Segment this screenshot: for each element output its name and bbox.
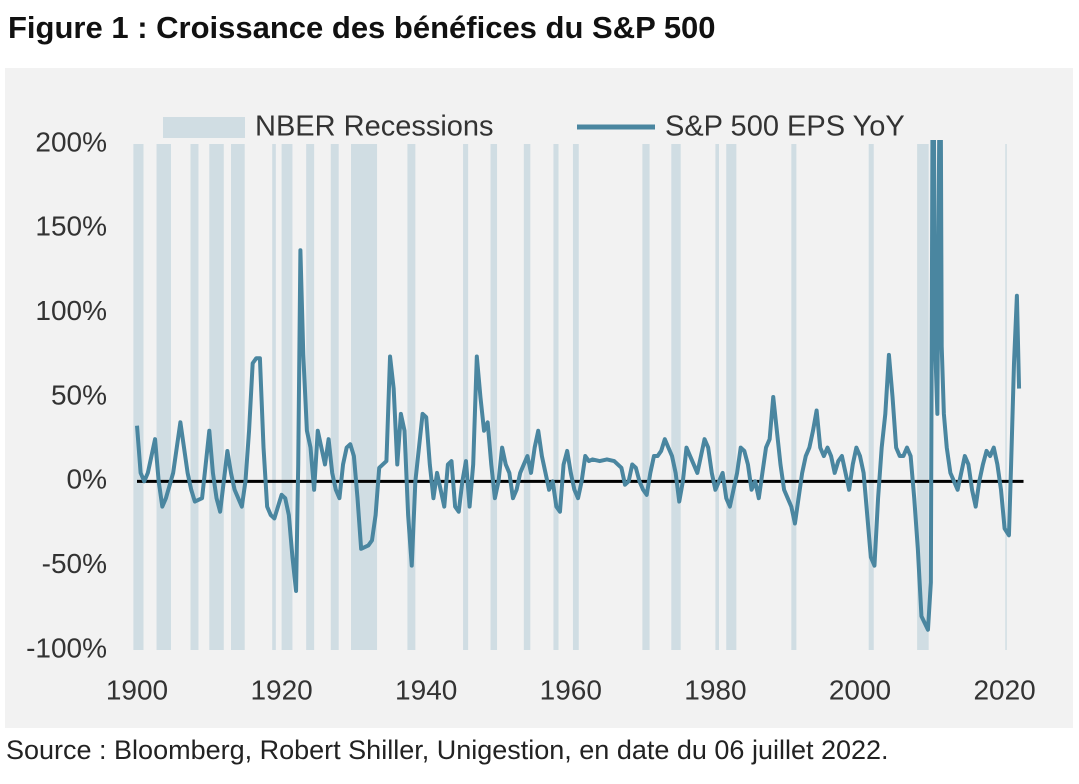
recession-band [642,144,650,650]
y-tick-label: 200% [35,126,107,157]
y-tick-label: 150% [35,211,107,242]
recession-band [572,144,579,650]
recession-band [330,144,339,650]
recession-band [1005,144,1007,650]
legend-swatch [163,117,245,138]
chart-panel [5,68,1073,728]
x-tick-label: 1960 [540,674,602,705]
y-tick-label: 100% [35,295,107,326]
recession-band [190,144,199,650]
axes: -100% -50% 0% 50% 100% 150% 200% 1900 1920 1940 19… [26,126,1036,705]
x-tick-label: 1900 [106,674,168,705]
x-tick-label: 2020 [973,674,1035,705]
recession-band [351,144,378,650]
recession-band [726,144,737,650]
y-tick-label: 50% [51,379,107,410]
recession-band [553,144,559,650]
x-tick-label: 1920 [250,674,312,705]
recession-bands [133,144,1007,650]
recession-band [209,144,224,650]
recession-band [791,144,797,650]
recession-band [133,144,144,650]
recession-band [868,144,874,650]
recession-band [306,144,315,650]
recession-band [715,144,720,650]
recession-band [156,144,171,650]
recession-band [671,144,681,650]
chart-title: Figure 1 : Croissance des bénéfices du S… [8,10,716,45]
x-tick-label: 1940 [395,674,457,705]
legend-label: S&P 500 EPS YoY [665,111,905,143]
y-tick-label: 0% [67,464,107,495]
x-tick-label: 1980 [684,674,746,705]
recession-band [272,144,276,650]
series-lines [135,140,1022,632]
recession-band [463,144,469,650]
x-tick-label: 2000 [829,674,891,705]
recession-band [917,144,929,650]
legend-label: NBER Recessions [255,111,494,143]
recession-band [407,144,416,650]
recession-band [281,144,293,650]
series-line [135,140,1022,632]
recession-band [490,144,498,650]
recession-band [230,144,245,650]
y-tick-label: -100% [26,632,107,663]
legend: NBER Recessions S&P 500 EPS YoY [163,111,905,143]
source-note: Source : Bloomberg, Robert Shiller, Unig… [6,735,889,765]
recession-band [523,144,531,650]
y-tick-label: -50% [42,548,107,579]
